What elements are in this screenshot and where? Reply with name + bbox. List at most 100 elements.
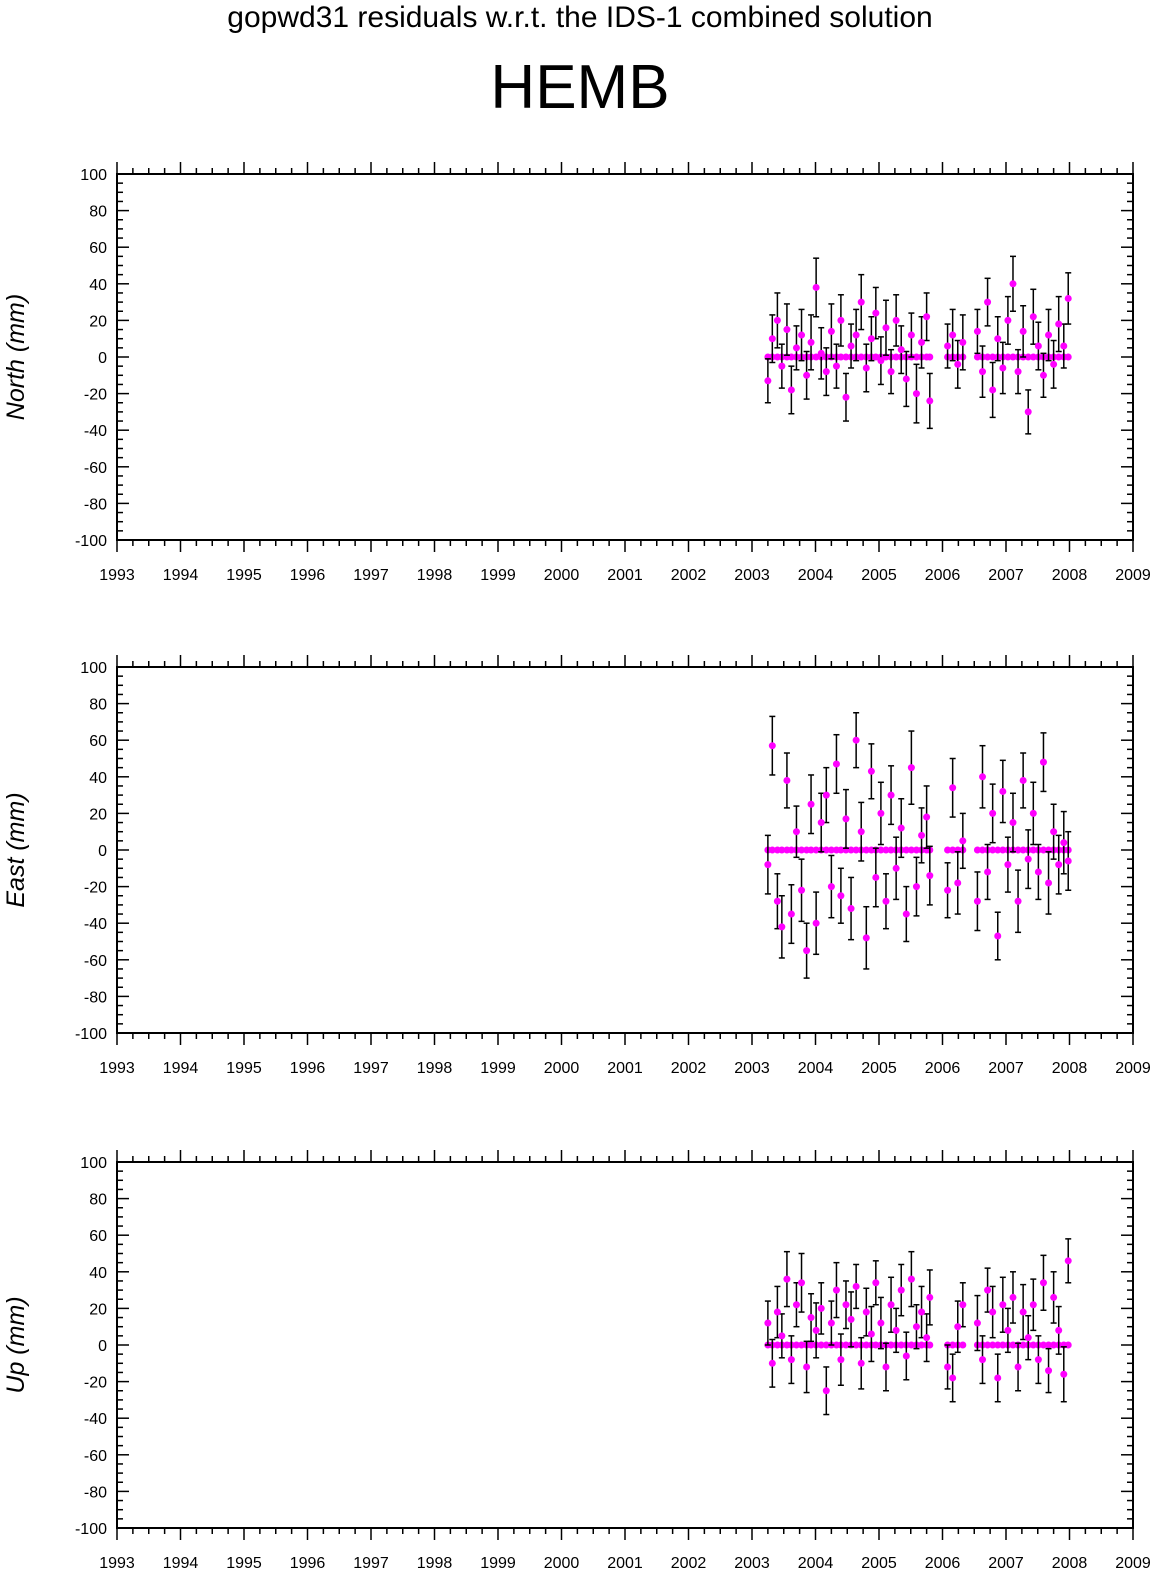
data-point bbox=[1009, 280, 1017, 288]
data-point bbox=[787, 386, 795, 394]
zero-point bbox=[999, 846, 1007, 854]
data-point bbox=[1039, 371, 1047, 379]
x-tick-label: 2004 bbox=[798, 1060, 834, 1077]
zero-point bbox=[778, 846, 786, 854]
x-tick-label: 1996 bbox=[290, 567, 326, 584]
data-point bbox=[973, 897, 981, 905]
panel-north: 100 80 60 40 20 0 -20 -40 -60 -80 -100 1993 1994 1995… bbox=[2, 162, 1151, 584]
data-point bbox=[837, 1356, 845, 1364]
x-tick-label: 2006 bbox=[925, 1555, 961, 1572]
y-axis-label: North (mm) bbox=[2, 294, 30, 420]
x-tick-label: 2004 bbox=[798, 1555, 834, 1572]
data-point bbox=[994, 335, 1002, 343]
y-axis-label: Up (mm) bbox=[2, 1296, 30, 1393]
data-point bbox=[787, 910, 795, 918]
x-tick-label: 1998 bbox=[417, 1555, 453, 1572]
data-point bbox=[867, 1330, 875, 1338]
x-tick-label: 1995 bbox=[226, 567, 262, 584]
zero-point bbox=[1009, 353, 1017, 361]
data-point bbox=[778, 1332, 786, 1340]
station-name: HEMB bbox=[490, 53, 670, 122]
data-point bbox=[949, 331, 957, 339]
y-tick-label: 80 bbox=[89, 204, 107, 221]
zero-point bbox=[862, 846, 870, 854]
data-point bbox=[912, 1323, 920, 1331]
data-point bbox=[902, 1352, 910, 1360]
data-point bbox=[773, 1308, 781, 1316]
data-point bbox=[867, 335, 875, 343]
data-point bbox=[852, 331, 860, 339]
zero-point bbox=[842, 1341, 850, 1349]
data-point bbox=[1019, 1308, 1027, 1316]
data-point bbox=[984, 868, 992, 876]
data-point bbox=[1019, 776, 1027, 784]
data-point bbox=[1004, 1326, 1012, 1334]
data-point bbox=[877, 1319, 885, 1327]
zero-point bbox=[907, 1341, 915, 1349]
data-point bbox=[1029, 1301, 1037, 1309]
data-point bbox=[817, 819, 825, 827]
zero-point bbox=[787, 846, 795, 854]
y-tick-label: 40 bbox=[89, 770, 107, 787]
data-point bbox=[1055, 320, 1063, 328]
zero-point bbox=[827, 846, 835, 854]
zero-point bbox=[1014, 846, 1022, 854]
x-tick-label: 2006 bbox=[925, 567, 961, 584]
data-point bbox=[918, 338, 926, 346]
data-point bbox=[1055, 861, 1063, 869]
data-point bbox=[897, 346, 905, 354]
y-tick-label: -60 bbox=[84, 1448, 107, 1465]
zero-point bbox=[872, 353, 880, 361]
zero-point bbox=[973, 846, 981, 854]
data-point bbox=[949, 1374, 957, 1382]
x-tick-label: 2002 bbox=[671, 567, 707, 584]
x-tick-label: 2007 bbox=[988, 1060, 1024, 1077]
x-tick-label: 2000 bbox=[544, 567, 580, 584]
data-point bbox=[923, 813, 931, 821]
x-tick-label: 2000 bbox=[544, 1060, 580, 1077]
data-point bbox=[897, 824, 905, 832]
data-point bbox=[954, 879, 962, 887]
x-tick-label: 1996 bbox=[290, 1060, 326, 1077]
data-point bbox=[872, 873, 880, 881]
data-point bbox=[787, 1356, 795, 1364]
y-tick-label: 100 bbox=[80, 1155, 107, 1172]
x-tick-label: 2004 bbox=[798, 567, 834, 584]
data-point bbox=[872, 309, 880, 317]
zero-point bbox=[973, 353, 981, 361]
data-point bbox=[872, 1279, 880, 1287]
x-tick-label: 2008 bbox=[1052, 1555, 1088, 1572]
data-point bbox=[807, 1314, 815, 1322]
zero-point bbox=[994, 1341, 1002, 1349]
zero-point bbox=[812, 846, 820, 854]
data-point bbox=[867, 767, 875, 775]
x-tick-label: 2001 bbox=[607, 567, 643, 584]
y-tick-label: -20 bbox=[84, 880, 107, 897]
y-tick-label: 0 bbox=[98, 843, 107, 860]
zero-point bbox=[798, 846, 806, 854]
x-tick-label: 1999 bbox=[480, 1555, 516, 1572]
data-point bbox=[862, 1308, 870, 1316]
zero-point bbox=[902, 846, 910, 854]
data-point bbox=[847, 342, 855, 350]
data-point bbox=[857, 1359, 865, 1367]
zero-point bbox=[892, 353, 900, 361]
zero-point bbox=[857, 353, 865, 361]
y-tick-label: 20 bbox=[89, 313, 107, 330]
y-tick-label: -80 bbox=[84, 989, 107, 1006]
zero-point bbox=[918, 1341, 926, 1349]
data-point bbox=[1034, 1356, 1042, 1364]
zero-point bbox=[994, 846, 1002, 854]
data-point bbox=[999, 787, 1007, 795]
x-tick-label: 2003 bbox=[734, 567, 770, 584]
data-point bbox=[887, 368, 895, 376]
data-point bbox=[798, 331, 806, 339]
data-point bbox=[827, 883, 835, 891]
data-point bbox=[994, 932, 1002, 940]
zero-point bbox=[989, 1341, 997, 1349]
zero-point bbox=[999, 1341, 1007, 1349]
data-point bbox=[1045, 879, 1053, 887]
data-point bbox=[1009, 819, 1017, 827]
y-tick-label: 20 bbox=[89, 1301, 107, 1318]
data-point bbox=[926, 872, 934, 880]
